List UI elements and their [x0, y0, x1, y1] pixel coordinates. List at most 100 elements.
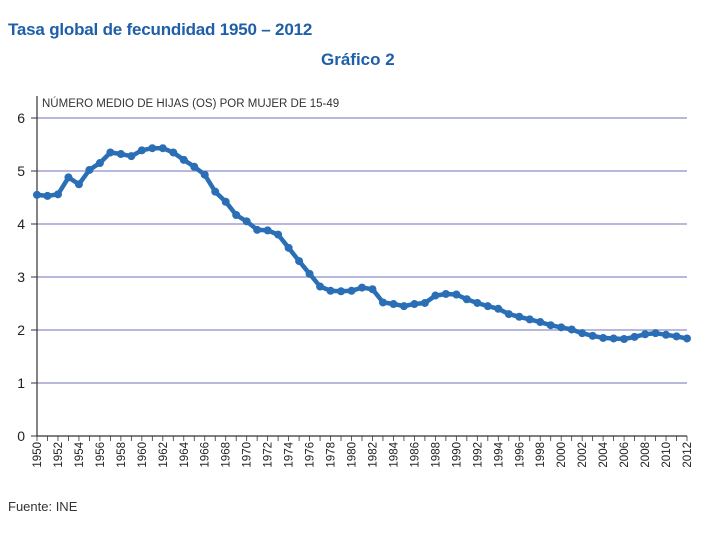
data-point — [609, 334, 618, 343]
data-point — [525, 315, 534, 324]
x-tick-label: 2002 — [577, 442, 589, 468]
data-point — [137, 146, 146, 155]
x-tick-label: 2004 — [598, 441, 610, 467]
data-point — [169, 148, 178, 157]
data-point — [158, 144, 167, 153]
data-point — [441, 289, 450, 298]
data-point — [305, 269, 314, 278]
data-point — [378, 298, 387, 307]
data-point — [368, 285, 377, 294]
y-tick-label: 1 — [17, 375, 25, 391]
data-point — [347, 286, 356, 295]
data-point — [200, 170, 209, 179]
x-tick-label: 1960 — [137, 442, 149, 468]
data-point — [274, 230, 283, 239]
data-point — [33, 190, 41, 199]
data-point — [389, 300, 398, 309]
y-tick-label: 0 — [17, 428, 25, 444]
series-line — [34, 145, 690, 342]
data-point — [473, 298, 482, 307]
data-point — [546, 321, 555, 330]
x-tick-label: 2012 — [682, 442, 694, 468]
data-point — [410, 300, 419, 309]
data-point — [263, 226, 272, 235]
y-tick-label: 3 — [17, 269, 25, 285]
data-point — [253, 225, 262, 234]
x-tick-label: 1964 — [179, 441, 191, 467]
data-point — [651, 329, 660, 338]
x-tick-label: 1950 — [32, 442, 44, 468]
y-tick-label: 6 — [17, 110, 25, 126]
data-point — [599, 333, 608, 342]
x-tick-label: 2000 — [556, 442, 568, 468]
x-tick-label: 1972 — [263, 442, 275, 468]
data-point — [116, 150, 125, 159]
data-point — [106, 148, 115, 157]
data-point — [148, 144, 157, 153]
data-point — [221, 197, 230, 206]
x-tick-label: 1958 — [116, 442, 128, 468]
x-tick-label: 2006 — [619, 442, 631, 468]
data-point — [536, 318, 545, 327]
data-point — [483, 302, 492, 311]
data-point — [578, 329, 587, 338]
data-point — [462, 295, 471, 304]
x-tick-label: 1952 — [53, 442, 65, 468]
x-tick-label: 1994 — [493, 441, 505, 467]
x-tick-label: 1968 — [221, 442, 233, 468]
data-point — [641, 330, 650, 339]
source-note: Fuente: INE — [8, 499, 78, 514]
data-point — [567, 325, 576, 334]
data-point — [179, 155, 188, 164]
x-tick-label: 1976 — [305, 442, 317, 468]
chart-subtitle: Gráfico 2 — [321, 50, 395, 69]
y-tick-label: 2 — [17, 322, 25, 338]
data-point — [74, 180, 83, 189]
data-point — [242, 217, 251, 226]
data-point — [399, 302, 408, 311]
data-point — [358, 283, 366, 292]
x-tick-label: 1970 — [242, 442, 254, 468]
x-tick-label: 1992 — [472, 442, 484, 468]
data-point — [452, 290, 461, 299]
data-point — [232, 210, 241, 219]
data-point — [431, 291, 440, 300]
x-tick-label: 1980 — [347, 442, 359, 468]
data-point — [630, 332, 639, 341]
data-point — [662, 330, 671, 339]
x-tick-label: 1984 — [388, 441, 400, 467]
data-point — [284, 243, 293, 252]
data-point — [683, 334, 691, 343]
x-tick-label: 2010 — [661, 442, 673, 468]
data-point — [295, 257, 304, 266]
x-tick-label: 1986 — [409, 442, 421, 468]
data-point — [85, 165, 94, 174]
x-tick-label: 2008 — [640, 442, 652, 468]
data-point — [127, 152, 136, 161]
x-tick-label: 1954 — [74, 441, 86, 467]
data-point — [557, 323, 566, 332]
x-tick-label: 1974 — [284, 441, 296, 467]
data-point — [420, 298, 429, 307]
data-point — [53, 190, 62, 199]
chart-title: Tasa global de fecundidad 1950 – 2012 — [8, 20, 313, 39]
data-point — [190, 162, 199, 171]
x-tick-label: 1998 — [535, 442, 547, 468]
y-tick-label: 4 — [17, 216, 25, 232]
data-point — [672, 332, 681, 341]
data-point — [95, 159, 104, 168]
x-tick-label: 1966 — [200, 442, 212, 468]
x-tick-label: 1996 — [514, 442, 526, 468]
data-point — [620, 335, 629, 344]
data-point — [337, 287, 346, 296]
data-point — [64, 173, 73, 182]
data-point — [588, 331, 597, 340]
y-tick-label: 5 — [17, 163, 25, 179]
data-point — [494, 304, 503, 313]
data-point — [316, 282, 325, 291]
data-point — [515, 312, 524, 321]
x-tick-label: 1962 — [158, 442, 170, 468]
data-point — [504, 310, 513, 319]
x-tick-label: 1956 — [95, 442, 107, 468]
